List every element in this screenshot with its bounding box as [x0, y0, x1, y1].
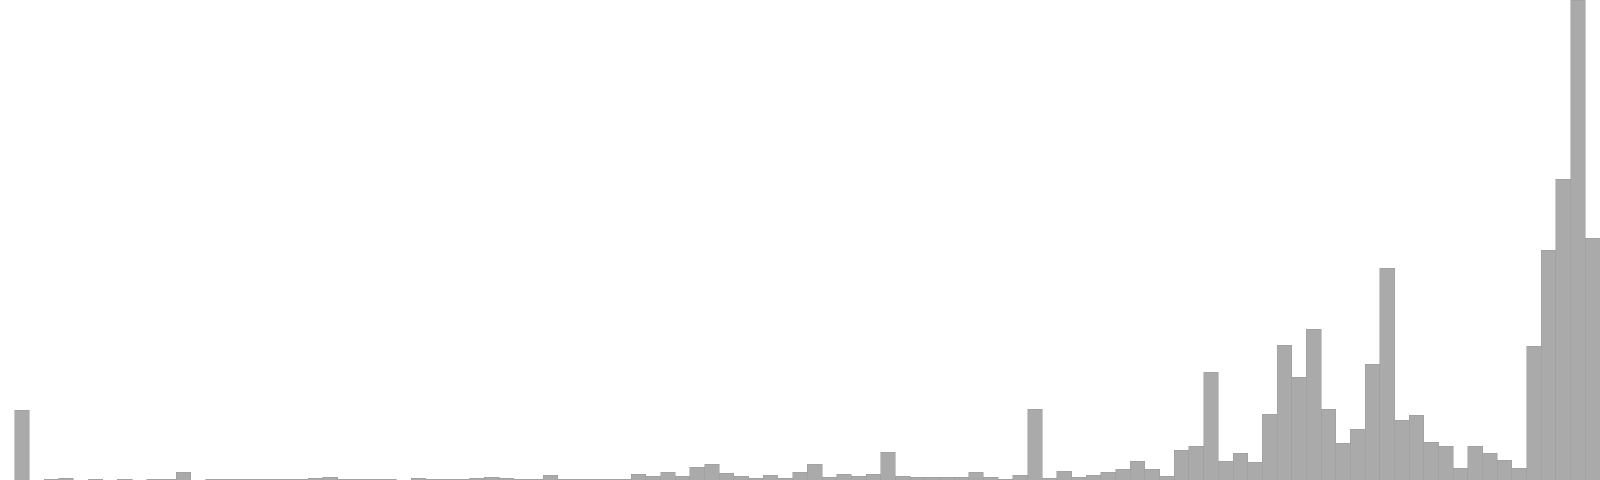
- bar: [1144, 468, 1160, 480]
- bar: [968, 471, 984, 480]
- bar: [1159, 475, 1175, 480]
- bar: [1320, 408, 1337, 480]
- bar: [719, 472, 735, 480]
- bar: [1364, 363, 1381, 480]
- bar: [1467, 445, 1483, 480]
- bar: [1570, 0, 1586, 480]
- bar: [1394, 419, 1410, 480]
- bar: [807, 463, 823, 480]
- bar: [1012, 474, 1028, 480]
- bar: [175, 471, 192, 480]
- bar: [1276, 344, 1292, 480]
- bar: [895, 475, 911, 480]
- bar: [1130, 460, 1146, 480]
- bar: [836, 473, 852, 480]
- bar: [1218, 460, 1234, 480]
- bar: [1526, 345, 1542, 480]
- bar: [1350, 428, 1366, 480]
- bar: [322, 476, 338, 480]
- bar: [704, 463, 720, 480]
- bar: [1027, 408, 1043, 480]
- bar: [1482, 452, 1498, 480]
- bar: [1585, 237, 1600, 480]
- bar: [983, 476, 999, 480]
- bar: [645, 475, 661, 480]
- bar: [689, 466, 705, 480]
- bar: [630, 473, 647, 480]
- bar: [1188, 445, 1204, 480]
- bar: [14, 409, 30, 480]
- bar: [1056, 470, 1072, 480]
- bar: [1291, 376, 1307, 480]
- bar: [1335, 442, 1351, 480]
- bar: [1232, 452, 1248, 480]
- bar: [792, 471, 808, 480]
- bar: [1379, 267, 1395, 480]
- bar: [1408, 414, 1425, 480]
- bar: [58, 477, 74, 480]
- bar: [1511, 467, 1527, 480]
- bar: [1452, 467, 1469, 480]
- bar: [542, 474, 559, 480]
- bar: [1174, 449, 1190, 480]
- bar: [1100, 471, 1116, 480]
- bar-series: [14, 0, 1600, 480]
- bar: [733, 475, 749, 480]
- bar: [1306, 328, 1322, 480]
- bar: [1555, 178, 1571, 480]
- bar: [865, 473, 881, 480]
- bar: [1115, 468, 1131, 480]
- bar: [1247, 461, 1263, 480]
- bar: [674, 475, 691, 480]
- bar: [1423, 441, 1439, 480]
- bar: [1438, 445, 1454, 480]
- bar: [851, 475, 867, 480]
- bar: [1541, 249, 1557, 480]
- bar: [763, 474, 779, 480]
- bar: [1497, 459, 1513, 480]
- bar: [1262, 413, 1278, 480]
- bar: [880, 451, 896, 480]
- bar: [1203, 371, 1219, 480]
- bar: [1085, 474, 1102, 480]
- bar: [660, 471, 676, 480]
